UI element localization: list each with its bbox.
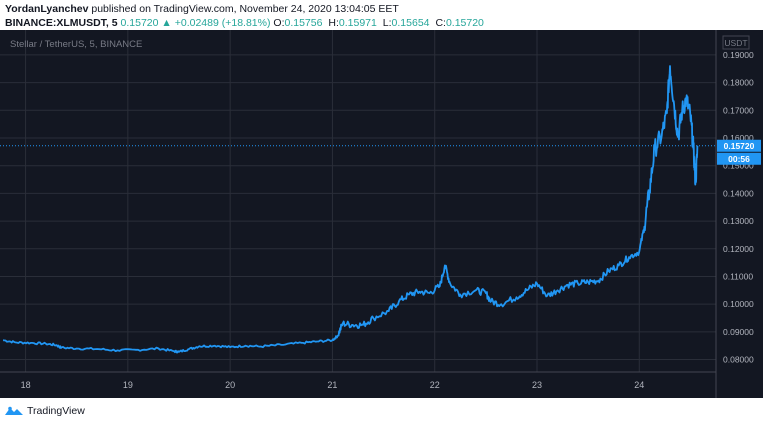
symbol-label[interactable]: BINANCE:XLMUSDT, 5	[5, 17, 118, 29]
y-tick-label: 0.09000	[723, 327, 754, 337]
x-tick-label: 22	[430, 380, 440, 390]
open-value: 0.15756	[284, 17, 323, 29]
tradingview-logo-icon[interactable]	[4, 405, 24, 417]
currency-box[interactable]	[722, 35, 750, 50]
y-tick-label: 0.13000	[723, 216, 754, 226]
low-label: L:	[382, 17, 392, 29]
y-tick-label: 0.16000	[723, 133, 754, 143]
last-price: 0.15720	[120, 17, 159, 29]
change-value: +0.02489 (+18.81%)	[174, 17, 271, 29]
author-name[interactable]: YordanLyanchev	[5, 3, 89, 15]
countdown-box	[717, 152, 761, 165]
chart-header: YordanLyanchev published on TradingView.…	[5, 2, 760, 30]
countdown-label: 00:56	[728, 154, 750, 164]
chart-area[interactable]: Stellar / TetherUS, 5, BINANCE USDT 0.19…	[0, 30, 763, 398]
ohlc-bar: BINANCE:XLMUSDT, 5 0.15720 ▲ +0.02489 (+…	[5, 16, 760, 30]
y-tick-label: 0.10000	[723, 299, 754, 309]
footer-brand[interactable]: TradingView	[27, 405, 85, 417]
high-value: 0.15971	[338, 17, 377, 29]
y-tick-label: 0.14000	[723, 188, 754, 198]
x-tick-label: 18	[21, 380, 31, 390]
close-value: 0.15720	[445, 17, 484, 29]
high-label: H:	[328, 17, 339, 29]
y-tick-label: 0.12000	[723, 244, 754, 254]
y-tick-label: 0.18000	[723, 78, 754, 88]
last-price-marker: 0.15720 00:56	[717, 139, 761, 165]
publish-info: YordanLyanchev published on TradingView.…	[5, 2, 760, 16]
footer: TradingView	[4, 403, 85, 419]
y-tick-label: 0.15000	[723, 161, 754, 171]
close-label: C:	[435, 17, 446, 29]
time-axis: 18 19 20 21 22 23 24	[21, 380, 645, 390]
price-chart[interactable]: Stellar / TetherUS, 5, BINANCE USDT 0.19…	[0, 30, 763, 398]
x-tick-label: 23	[532, 380, 542, 390]
currency-label: USDT	[724, 38, 747, 48]
x-tick-label: 20	[225, 380, 235, 390]
chart-grid	[0, 30, 716, 372]
x-tick-label: 24	[634, 380, 644, 390]
open-label: O:	[273, 17, 285, 29]
x-tick-label: 19	[123, 380, 133, 390]
published-text: published on TradingView.com, November 2…	[91, 3, 399, 15]
y-tick-label: 0.08000	[723, 355, 754, 365]
last-price-box	[717, 139, 761, 152]
price-axis: 0.19000 0.18000 0.17000 0.16000 0.15000 0.140…	[723, 50, 754, 365]
chart-legend: Stellar / TetherUS, 5, BINANCE	[10, 39, 142, 50]
change-arrow-icon: ▲	[161, 17, 172, 29]
y-tick-label: 0.11000	[723, 271, 753, 281]
y-tick-label: 0.17000	[723, 105, 754, 115]
x-tick-label: 21	[327, 380, 337, 390]
last-price-label: 0.15720	[724, 141, 755, 151]
y-tick-label: 0.19000	[723, 50, 754, 60]
low-value: 0.15654	[391, 17, 430, 29]
price-series-line	[2, 65, 699, 354]
